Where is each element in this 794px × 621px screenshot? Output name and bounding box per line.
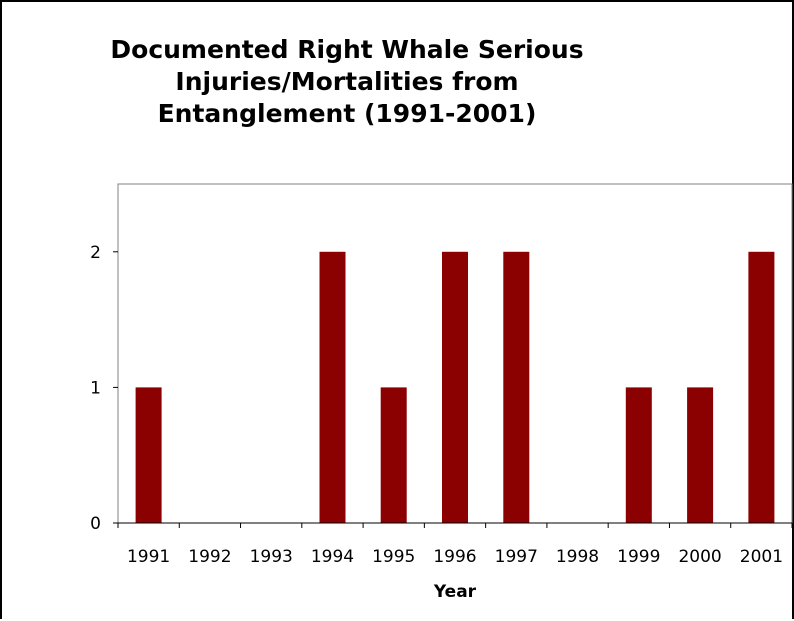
- x-tick-label-1995: 1995: [372, 547, 415, 567]
- x-tick-label-1992: 1992: [188, 547, 231, 567]
- x-axis-title: Year: [433, 582, 477, 602]
- bar-1999: [625, 387, 652, 523]
- y-tick-label-2: 2: [90, 243, 101, 263]
- x-tick-label-1994: 1994: [311, 547, 354, 567]
- x-tick-label-1996: 1996: [433, 547, 476, 567]
- plot-area-border: [117, 183, 793, 523]
- x-tick-label-1999: 1999: [617, 547, 660, 567]
- bar-1997: [503, 251, 530, 524]
- bar-1996: [442, 251, 468, 524]
- x-axis: 1991 1992 1993 1994 1995 1996 1997 1998 1999 2000…: [117, 522, 793, 567]
- x-tick-label-1997: 1997: [495, 547, 538, 567]
- chart-title: Documented Right Whale Serious Injuries/…: [92, 34, 602, 130]
- chart-title-line-2: Injuries/Mortalities from: [175, 67, 519, 96]
- y-tick-label-0: 0: [90, 514, 101, 534]
- x-tick-label-1998: 1998: [556, 547, 599, 567]
- bar-1994: [319, 251, 346, 524]
- bar-1991: [135, 387, 162, 523]
- y-tick-label-1: 1: [90, 378, 101, 398]
- x-tick-label-2001: 2001: [740, 547, 783, 567]
- y-axis: 0 1 2: [90, 243, 118, 534]
- x-tick-label-1991: 1991: [127, 547, 170, 567]
- bar-2000: [687, 387, 714, 523]
- x-tick-label-2000: 2000: [678, 547, 721, 567]
- chart-title-line-3: Entanglement (1991-2001): [157, 99, 537, 128]
- bar-1995: [380, 387, 407, 523]
- chart-title-line-1: Documented Right Whale Serious: [110, 35, 584, 64]
- x-tick-label-1993: 1993: [250, 547, 293, 567]
- bar-2001: [748, 251, 775, 524]
- bars-group: [135, 251, 775, 524]
- plot-area: [117, 183, 793, 523]
